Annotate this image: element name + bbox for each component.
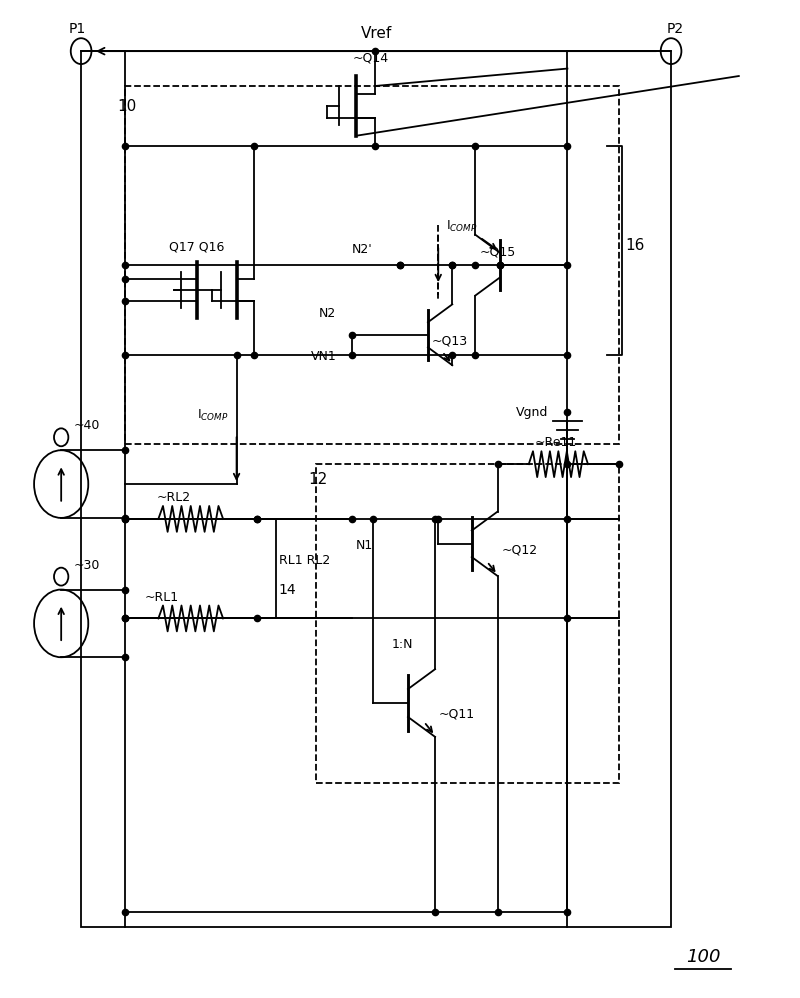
Bar <box>81 51 671 927</box>
Text: VN1: VN1 <box>310 349 336 362</box>
Text: ~Q15: ~Q15 <box>479 246 516 258</box>
Text: ~RL1: ~RL1 <box>145 591 179 604</box>
Text: Vref: Vref <box>361 26 392 41</box>
Text: 1:N: 1:N <box>391 639 413 652</box>
Text: N1: N1 <box>356 539 374 552</box>
Text: Q17 Q16: Q17 Q16 <box>169 241 224 253</box>
Text: ~Re11: ~Re11 <box>534 436 577 449</box>
Text: I$_{COMP}$: I$_{COMP}$ <box>446 220 478 235</box>
Text: 14: 14 <box>279 583 297 597</box>
Text: ~RL2: ~RL2 <box>157 491 191 504</box>
Text: Vgnd: Vgnd <box>515 406 548 419</box>
Text: ~Q12: ~Q12 <box>502 544 538 557</box>
Text: 100: 100 <box>686 948 720 966</box>
Bar <box>316 464 619 782</box>
Text: 16: 16 <box>625 239 644 253</box>
Text: ~30: ~30 <box>73 559 99 572</box>
Text: ~Q14: ~Q14 <box>352 51 388 64</box>
Bar <box>125 86 619 444</box>
Text: RL1 RL2: RL1 RL2 <box>279 554 330 567</box>
Text: 12: 12 <box>308 472 327 487</box>
Text: P2: P2 <box>666 22 684 36</box>
Text: 10: 10 <box>117 99 136 114</box>
Text: I$_{COMP}$: I$_{COMP}$ <box>197 408 229 423</box>
Text: ~Q11: ~Q11 <box>439 708 475 721</box>
Text: ~Q13: ~Q13 <box>432 334 468 347</box>
Text: ~40: ~40 <box>73 419 99 432</box>
Text: N2': N2' <box>352 244 373 256</box>
Text: N2: N2 <box>319 306 336 320</box>
Text: P1: P1 <box>69 22 86 36</box>
